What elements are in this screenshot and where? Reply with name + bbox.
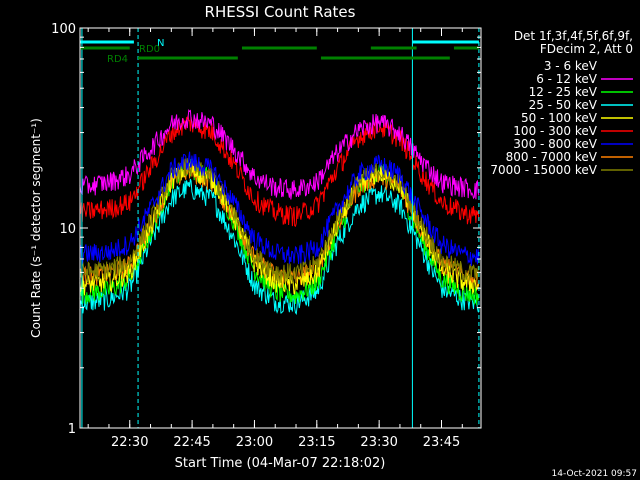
- legend-label-7: 300 - 800 keV: [513, 137, 597, 151]
- legend-label-9: 7000 - 15000 keV: [490, 163, 597, 177]
- chart-title: RHESSI Count Rates: [205, 3, 356, 21]
- y-tick-label-3: 100: [51, 22, 76, 37]
- legend-label-5: 50 - 100 keV: [521, 111, 598, 125]
- legend-label-2: 6 - 12 keV: [536, 72, 598, 86]
- x-tick-label-6: 23:45: [423, 435, 460, 450]
- y-tick-label-1: 1: [68, 422, 76, 437]
- x-tick-label-1: 22:30: [111, 435, 148, 450]
- x-tick-label-5: 23:30: [360, 435, 397, 450]
- legend-label-3: 12 - 25 keV: [529, 85, 598, 99]
- legend-label-4: 25 - 50 keV: [529, 98, 598, 112]
- y-tick-label-2: 10: [59, 222, 76, 237]
- x-tick-label-3: 23:00: [236, 435, 273, 450]
- legend-label-8: 800 - 7000 keV: [506, 150, 598, 164]
- axes-layer: 22:30 22:45 23:00 23:15 23:30 23:45 1 10 100: [51, 22, 481, 450]
- legend-label-1: 3 - 6 keV: [544, 59, 598, 73]
- orbit-bar-label-n: N: [157, 38, 164, 49]
- x-tick-label-4: 23:15: [298, 435, 335, 450]
- legend-header-line-2: FDecim 2, Att 0: [540, 42, 633, 56]
- legend-label-6: 100 - 300 keV: [513, 124, 597, 138]
- y-axis-label: Count Rate (s⁻¹ detector segment⁻¹): [29, 118, 43, 338]
- legend-header-line-1: Det 1f,3f,4f,5f,6f,9f,: [514, 29, 633, 43]
- timestamp: 14-Oct-2021 09:57: [552, 469, 637, 479]
- x-axis-label: Start Time (04-Mar-07 22:18:02): [175, 456, 386, 471]
- orbit-bar-label-rd0: RD0: [139, 44, 160, 55]
- orbit-bar-label-rd4: RD4: [107, 54, 128, 65]
- x-tick-label-2: 22:45: [173, 435, 210, 450]
